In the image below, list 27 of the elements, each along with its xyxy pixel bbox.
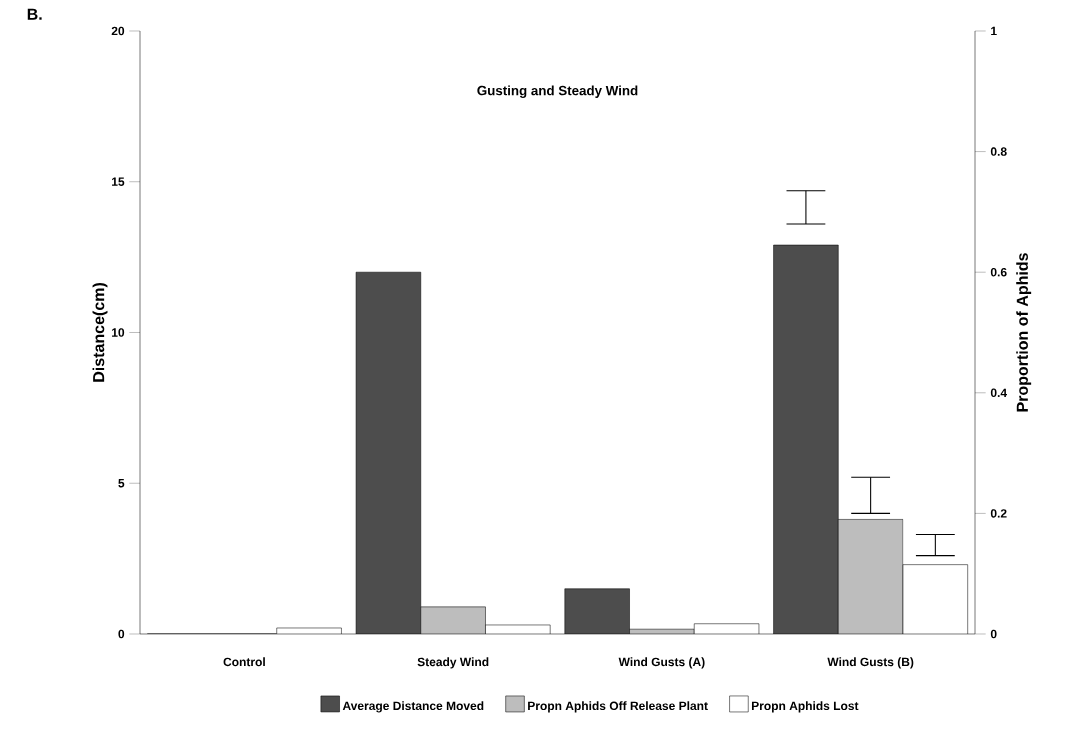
- x-tick-label: Control: [223, 657, 265, 667]
- y-tick-label: 0: [118, 629, 125, 639]
- y-tick-label: 15: [112, 177, 125, 186]
- bar: [564, 588, 630, 634]
- y-tick-label: 5: [118, 479, 125, 488]
- y2-tick-label: 0: [990, 629, 997, 639]
- text: Gusting and Steady Wind: [477, 85, 638, 98]
- legend-label: Propn Aphids Off Release Plant: [528, 701, 708, 713]
- legend-label: Propn Aphids Lost: [751, 701, 859, 713]
- text: B.: [27, 8, 42, 20]
- y2-tick-label: 0.8: [990, 147, 1007, 156]
- bar: [356, 272, 421, 634]
- legend-label: Average Distance Moved: [342, 701, 484, 713]
- y2-tick-label: 0.2: [990, 509, 1007, 518]
- bar: [773, 244, 839, 634]
- y2-axis-title: Proportion of Aphids: [1016, 253, 1032, 412]
- x-tick-label: Steady Wind: [417, 657, 489, 669]
- bar: [838, 519, 904, 634]
- y-tick-label: 10: [112, 328, 125, 337]
- bar: [420, 606, 486, 634]
- y-tick-label: 20: [111, 26, 125, 36]
- x-tick-label: Wind Gusts (A): [618, 657, 705, 669]
- y-axis-title: Distance(cm): [92, 283, 108, 382]
- y2-tick-label: 0.4: [990, 388, 1007, 398]
- x-tick-label: Wind Gusts (B): [827, 657, 914, 669]
- y2-tick-label: 1: [991, 26, 997, 36]
- y2-tick-label: 0.6: [990, 267, 1007, 277]
